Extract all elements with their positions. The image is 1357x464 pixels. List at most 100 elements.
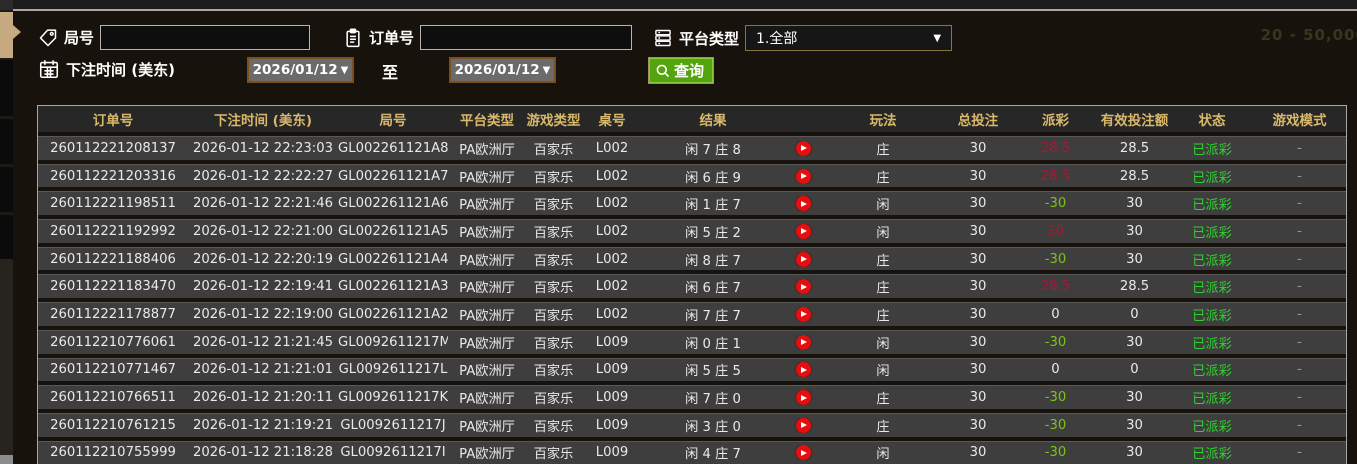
cell-total-bet: 30	[969, 223, 987, 239]
cell-platform: PA欧洲厅	[459, 142, 515, 158]
cell-bet-time: 2026-01-12 22:19:41	[192, 279, 334, 295]
cell-status: 已派彩	[1192, 364, 1232, 380]
replay-play-icon[interactable]	[795, 417, 811, 433]
table-row: 260112221192992 2026-01-12 22:21:00 GL0022…	[38, 219, 1346, 243]
replay-play-icon[interactable]	[795, 168, 811, 184]
cell-mode: -	[1297, 251, 1302, 267]
cell-mode: -	[1297, 196, 1302, 212]
cell-total-bet: 30	[969, 279, 987, 295]
cell-payout: 0	[1051, 306, 1060, 322]
cell-mode: -	[1297, 306, 1302, 322]
cell-order-id: 260112210755999	[50, 445, 176, 461]
replay-play-icon[interactable]	[795, 279, 811, 295]
replay-play-icon[interactable]	[795, 362, 811, 378]
cell-total-bet: 30	[969, 417, 987, 433]
cell-bet-time: 2026-01-12 21:21:45	[192, 334, 334, 350]
cell-game-type: 百家乐	[533, 336, 574, 352]
cell-round-id: GL002261121A3	[338, 279, 448, 295]
cell-round-id: GL0092611217K	[338, 390, 448, 406]
cell-game-type: 百家乐	[533, 142, 574, 158]
cell-valid-bet: 30	[1126, 390, 1143, 406]
cell-order-id: 260112210766511	[50, 390, 176, 406]
table-row: 260112221188406 2026-01-12 22:20:19 GL0022…	[38, 246, 1346, 271]
replay-play-icon[interactable]	[795, 445, 811, 461]
cell-order-id: 260112221188406	[50, 251, 176, 267]
replay-cell	[783, 306, 823, 322]
replay-play-icon[interactable]	[795, 390, 811, 406]
cell-status: 已派彩	[1192, 447, 1232, 463]
header-cell-13: 游戏模式	[1272, 113, 1327, 129]
chevron-down-icon: ▼	[340, 64, 349, 76]
replay-play-icon[interactable]	[795, 196, 811, 212]
round-input[interactable]	[100, 25, 311, 50]
cell-order-id: 260112221208137	[50, 140, 176, 156]
cell-payout: 28.5	[1040, 279, 1071, 295]
cell-status: 已派彩	[1192, 392, 1232, 408]
replay-cell	[783, 223, 823, 239]
cell-play: 闲	[876, 364, 890, 380]
table-row: 260112210755999 2026-01-12 21:18:28 GL0092…	[38, 440, 1346, 464]
table-row: 260112210766511 2026-01-12 21:20:11 GL0092…	[38, 385, 1346, 409]
platform-select[interactable]: 1.全部 ▼	[745, 25, 953, 51]
replay-play-icon[interactable]	[795, 334, 811, 350]
replay-play-icon[interactable]	[795, 223, 811, 239]
cell-game-type: 百家乐	[533, 419, 574, 435]
cell-result: 闲 3 庄 0	[685, 419, 741, 435]
cell-status: 已派彩	[1192, 308, 1232, 324]
chevron-down-icon: ▼	[933, 32, 942, 44]
cell-table-no: L002	[595, 223, 629, 239]
replay-play-icon[interactable]	[795, 251, 811, 267]
cell-round-id: GL002261121A8	[338, 140, 448, 156]
cell-platform: PA欧洲厅	[459, 447, 515, 463]
search-button[interactable]: 查询	[648, 57, 715, 84]
cell-payout: -30	[1044, 251, 1067, 267]
cell-table-no: L002	[595, 196, 629, 212]
replay-cell	[783, 168, 823, 184]
cell-order-id: 260112210761215	[50, 417, 176, 433]
cell-table-no: L002	[595, 251, 629, 267]
cell-valid-bet: 28.5	[1119, 279, 1150, 295]
cell-play: 闲	[876, 447, 890, 463]
cell-game-type: 百家乐	[533, 392, 574, 408]
platform-selected-value: 1.全部	[756, 31, 798, 47]
cell-game-type: 百家乐	[533, 308, 574, 324]
cell-play: 庄	[876, 253, 890, 269]
cell-result: 闲 7 庄 8	[685, 142, 741, 158]
replay-play-icon[interactable]	[795, 306, 811, 322]
cell-play: 庄	[876, 170, 890, 186]
cell-valid-bet: 30	[1126, 223, 1143, 239]
date-from-select[interactable]: 2026/01/12 ▼	[247, 57, 354, 83]
cell-payout: -30	[1044, 334, 1067, 350]
table-row: 260112221183470 2026-01-12 22:19:41 GL0022…	[38, 274, 1346, 299]
header-cell-6: 结果	[699, 113, 727, 129]
table-header-row: 订单号 下注时间 (美东) 局号 平台类型 游戏类型 桌号 结果 玩法 总投注 派彩 有效投注额 状态…	[38, 106, 1346, 132]
replay-cell	[783, 445, 823, 461]
cell-round-id: GL0092611217J	[340, 417, 446, 433]
cell-play: 庄	[876, 142, 890, 158]
cell-result: 闲 4 庄 7	[685, 447, 741, 463]
cell-valid-bet: 30	[1126, 445, 1143, 461]
cell-total-bet: 30	[969, 445, 987, 461]
order-input[interactable]	[420, 25, 633, 50]
cell-order-id: 260112221198511	[50, 196, 176, 212]
cell-platform: PA欧洲厅	[459, 364, 515, 380]
cell-result: 闲 6 庄 7	[685, 281, 741, 297]
cell-valid-bet: 0	[1130, 306, 1139, 322]
table-row: 260112221208137 2026-01-12 22:23:03 GL0022…	[38, 136, 1346, 160]
date-to-select[interactable]: 2026/01/12 ▼	[449, 57, 556, 83]
cell-payout: -30	[1044, 445, 1067, 461]
replay-play-icon[interactable]	[795, 140, 811, 156]
cell-payout: -30	[1044, 417, 1067, 433]
cell-bet-time: 2026-01-12 21:18:28	[192, 445, 334, 461]
cell-payout: 28.5	[1040, 168, 1071, 184]
cell-table-no: L009	[595, 362, 629, 378]
cell-order-id: 260112221183470	[50, 279, 176, 295]
cell-result: 闲 8 庄 7	[685, 253, 741, 269]
cell-status: 已派彩	[1192, 281, 1232, 297]
cell-round-id: GL0092611217I	[340, 445, 446, 461]
cell-result: 闲 6 庄 9	[685, 170, 741, 186]
replay-cell	[783, 362, 823, 378]
cell-bet-time: 2026-01-12 22:20:19	[192, 251, 334, 267]
table-row: 260112221203316 2026-01-12 22:22:27 GL0022…	[38, 163, 1346, 188]
cell-payout: 0	[1051, 362, 1060, 378]
